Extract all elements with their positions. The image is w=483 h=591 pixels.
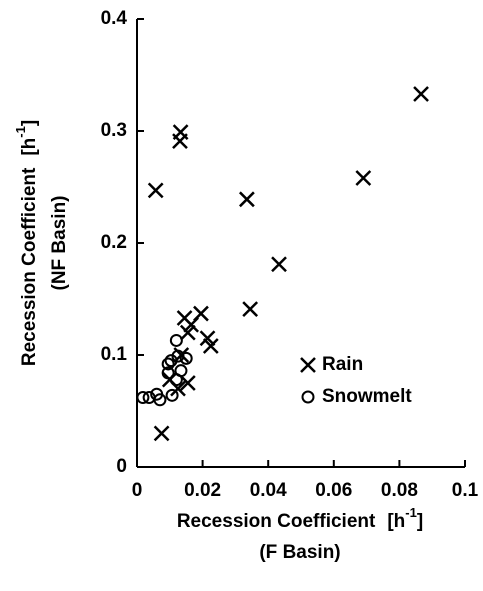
legend-label: Rain	[322, 354, 363, 375]
point	[164, 354, 178, 368]
point	[179, 324, 196, 341]
x-tick-label: 0.02	[184, 480, 221, 501]
point	[147, 182, 164, 199]
point	[179, 351, 193, 365]
y-label-unit-close: ]	[19, 120, 40, 126]
point	[161, 357, 175, 371]
point	[153, 393, 167, 407]
point	[413, 86, 429, 102]
y-axis-label-group: Recession Coefficient [h-1] (NF Basin)	[13, 120, 70, 366]
point	[174, 364, 188, 378]
x-tick-label: 0	[132, 480, 143, 501]
x-label-text: Recession Coefficient	[177, 511, 376, 532]
point	[153, 425, 170, 442]
x-tick-label: 0.1	[452, 480, 479, 501]
point	[161, 366, 175, 380]
x-tick-label: 0.06	[315, 480, 352, 501]
point	[355, 170, 372, 186]
x-label-exponent: -1	[405, 505, 417, 520]
point	[165, 388, 179, 402]
x-axis-label: Recession Coefficient [h-1]	[177, 505, 423, 532]
x-label-unit-close: ]	[417, 511, 423, 532]
y-label-text: Recession Coefficient	[19, 167, 40, 366]
legend-label: Snowmelt	[322, 386, 412, 407]
point	[136, 391, 150, 405]
y-axis-label: Recession Coefficient [h-1]	[13, 120, 40, 366]
x-label-unit: [h	[387, 511, 405, 532]
y-label-unit: [h	[19, 138, 40, 156]
point	[271, 256, 287, 273]
point	[169, 333, 183, 347]
y-tick-label: 0.3	[101, 120, 127, 141]
x-tick-label: 0.08	[381, 480, 418, 501]
y-tick-label: 0	[116, 456, 127, 477]
point	[202, 338, 219, 354]
point	[238, 191, 255, 208]
x-tick-label: 0.04	[250, 480, 287, 501]
point	[199, 330, 216, 347]
y-tick-label: 0.4	[101, 8, 128, 29]
legend-marker	[301, 390, 315, 404]
y-tick-label: 0.1	[101, 344, 128, 365]
point	[172, 133, 188, 149]
legend-marker	[300, 357, 316, 373]
y-axis-sublabel: (NF Basin)	[49, 196, 70, 291]
point	[242, 301, 259, 317]
y-tick-label: 0.2	[101, 232, 127, 253]
x-axis-sublabel: (F Basin)	[259, 542, 340, 563]
y-label-exponent: -1	[13, 126, 28, 138]
point	[179, 375, 196, 391]
point	[183, 316, 200, 333]
